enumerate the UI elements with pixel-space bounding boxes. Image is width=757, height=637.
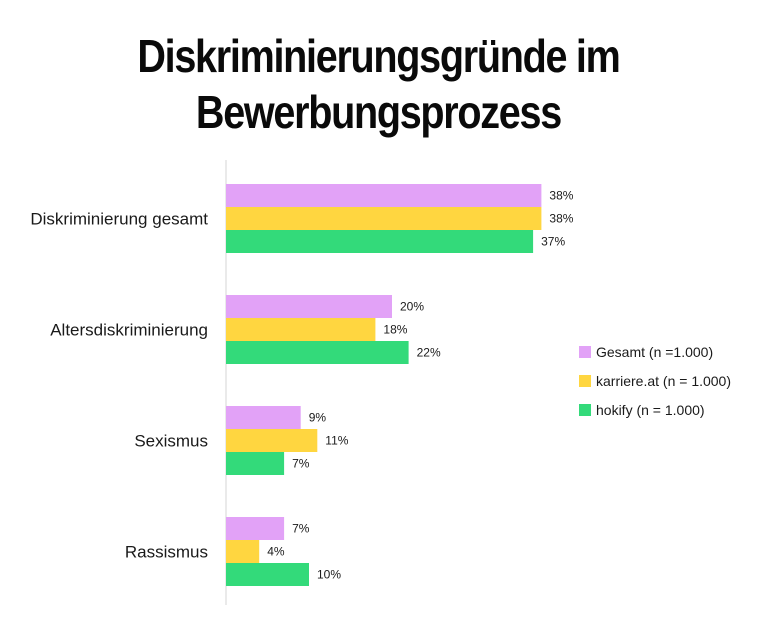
category-label-sexismus: Sexismus: [134, 432, 208, 451]
bar-diskriminierung-gesamt-karriere-at-n-1-000: [226, 207, 542, 230]
bar-altersdiskriminierung-karriere-at-n-1-000: [226, 318, 376, 341]
category-labels: Diskriminierung gesamt Altersdiskriminier…: [30, 210, 208, 562]
bars-group: 38% 38% 37% 20% 18% 22% 9% 11% 7% 7% 4% 10%: [226, 184, 574, 586]
legend-swatch-hokify-n-1-000: [579, 404, 591, 416]
category-label-altersdiskriminierung: Altersdiskriminierung: [50, 321, 208, 340]
data-label-rassismus-karriere-at-n-1-000: 4%: [267, 545, 285, 559]
bar-altersdiskriminierung-hokify-n-1-000: [226, 341, 409, 364]
bar-sexismus-karriere-at-n-1-000: [226, 429, 318, 452]
chart-title: Diskriminierungsgründe im Bewerbungsproz…: [53, 28, 704, 140]
legend-swatch-gesamt-n-1-000: [579, 346, 591, 358]
bar-rassismus-karriere-at-n-1-000: [226, 540, 260, 563]
legend: Gesamt (n =1.000) karriere.at (n = 1.000)…: [579, 344, 731, 418]
legend-swatch-karriere-at-n-1-000: [579, 375, 591, 387]
bar-sexismus-hokify-n-1-000: [226, 452, 285, 475]
legend-label-gesamt-n-1-000: Gesamt (n =1.000): [596, 344, 713, 360]
chart-title-line-1: Diskriminierungsgründe im: [137, 30, 620, 82]
data-label-rassismus-gesamt-n-1-000: 7%: [292, 522, 310, 536]
bar-sexismus-gesamt-n-1-000: [226, 406, 301, 429]
bar-diskriminierung-gesamt-gesamt-n-1-000: [226, 184, 542, 207]
data-label-sexismus-hokify-n-1-000: 7%: [292, 457, 310, 471]
data-label-sexismus-gesamt-n-1-000: 9%: [309, 411, 327, 425]
legend-label-karriere-at-n-1-000: karriere.at (n = 1.000): [596, 373, 731, 389]
data-label-sexismus-karriere-at-n-1-000: 11%: [325, 434, 348, 448]
bar-diskriminierung-gesamt-hokify-n-1-000: [226, 230, 534, 253]
data-label-diskriminierung-gesamt-gesamt-n-1-000: 38%: [549, 189, 573, 203]
data-label-diskriminierung-gesamt-karriere-at-n-1-000: 38%: [549, 212, 573, 226]
bar-altersdiskriminierung-gesamt-n-1-000: [226, 295, 392, 318]
bar-rassismus-gesamt-n-1-000: [226, 517, 285, 540]
chart-title-line-2: Bewerbungsprozess: [195, 86, 562, 138]
data-label-rassismus-hokify-n-1-000: 10%: [317, 568, 341, 582]
category-label-rassismus: Rassismus: [125, 543, 208, 562]
data-label-altersdiskriminierung-hokify-n-1-000: 22%: [417, 346, 441, 360]
data-label-altersdiskriminierung-gesamt-n-1-000: 20%: [400, 300, 424, 314]
category-label-diskriminierung-gesamt: Diskriminierung gesamt: [30, 210, 208, 229]
data-label-altersdiskriminierung-karriere-at-n-1-000: 18%: [383, 323, 407, 337]
bar-rassismus-hokify-n-1-000: [226, 563, 309, 586]
data-label-diskriminierung-gesamt-hokify-n-1-000: 37%: [541, 235, 565, 249]
legend-label-hokify-n-1-000: hokify (n = 1.000): [596, 402, 705, 418]
